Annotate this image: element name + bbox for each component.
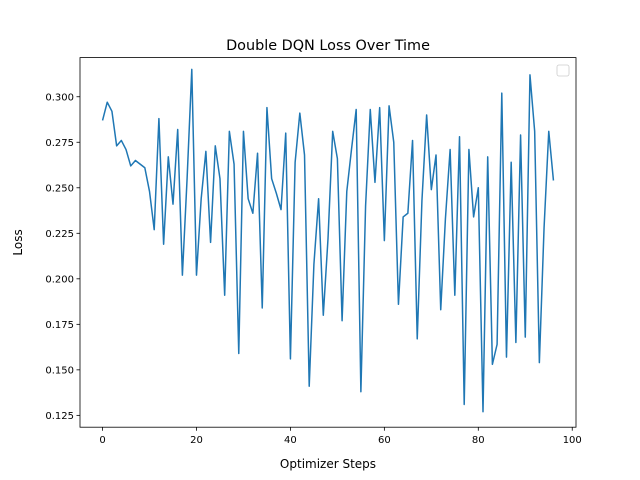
- x-axis-ticks: 0 20 40 60 80 100: [99, 427, 582, 446]
- legend-box: [556, 64, 570, 77]
- x-tick-label: 0: [99, 435, 105, 446]
- x-tick-label: 20: [190, 435, 203, 446]
- plot-frame: [79, 57, 577, 428]
- x-tick-label: 60: [378, 435, 391, 446]
- y-tick-label: 0.125: [45, 411, 74, 422]
- x-tick-label: 40: [284, 435, 297, 446]
- chart-title: Double DQN Loss Over Time: [226, 38, 430, 54]
- y-tick-label: 0.200: [45, 274, 74, 285]
- y-tick-label: 0.250: [45, 183, 74, 194]
- loss-series-line: [101, 68, 555, 413]
- y-axis-title: Loss: [11, 229, 25, 255]
- y-tick-label: 0.225: [45, 229, 74, 240]
- y-axis-ticks: 0.125 0.150 0.175 0.200 0.225 0.250 0.275 0.300: [45, 92, 80, 422]
- y-tick-label: 0.300: [45, 92, 74, 103]
- x-tick-label: 100: [563, 435, 582, 446]
- plot-layer: [101, 68, 555, 413]
- x-axis-title: Optimizer Steps: [280, 457, 376, 471]
- y-tick-label: 0.150: [45, 365, 74, 376]
- y-tick-label: 0.275: [45, 138, 74, 149]
- x-tick-label: 80: [472, 435, 485, 446]
- y-tick-label: 0.175: [45, 320, 74, 331]
